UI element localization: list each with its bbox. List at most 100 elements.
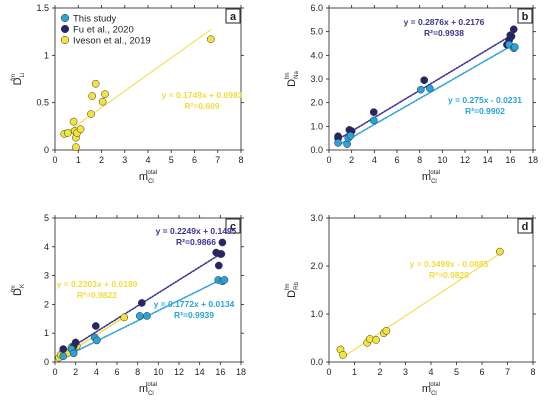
data-point-fu xyxy=(214,261,223,270)
fit-equation: y = 0.2876x + 0.2176 xyxy=(404,17,485,27)
x-tick-label: 1 xyxy=(352,367,357,377)
x-tick-label: 6 xyxy=(114,367,119,377)
data-point-fu xyxy=(71,338,80,347)
x-tick-label: 2 xyxy=(99,155,104,165)
fit-equation: y = 0.1749x + 0.0983 xyxy=(162,90,243,100)
x-tick-label: 8 xyxy=(135,367,140,377)
x-tick-label: 6 xyxy=(479,367,484,377)
x-tick-label: 0 xyxy=(326,155,331,165)
panel-b: 0 2 4 6 8 10 12 14 16 18 0.0 1.0 2.0 3.0 4.0 5.0 6.0 mClt… xyxy=(285,3,538,185)
data-point-iveson xyxy=(365,335,374,343)
x-axis-label: mCltotal xyxy=(139,382,157,397)
fit-r2: R²=0.9866 xyxy=(176,237,216,247)
data-point-iveson xyxy=(382,326,391,335)
panel-letter: d xyxy=(522,221,529,233)
fit-equation: y = 0.2249x + 0.1495 xyxy=(156,226,237,236)
data-point-iveson xyxy=(98,97,107,106)
x-tick-label: 4 xyxy=(145,155,150,165)
data-point-iveson xyxy=(206,35,215,44)
x-tick-label: 18 xyxy=(236,367,246,377)
x-tick-label: 12 xyxy=(460,155,470,165)
data-point-this_study xyxy=(369,116,378,125)
data-point-iveson xyxy=(120,313,129,322)
x-tick-label: 14 xyxy=(483,155,493,165)
panel-letter: b xyxy=(522,11,529,23)
legend-marker-this_study xyxy=(60,13,70,23)
data-point-iveson xyxy=(87,110,95,118)
x-tick-label: 16 xyxy=(215,367,225,377)
data-point-iveson xyxy=(101,90,109,98)
y-tick-label: 2.0 xyxy=(310,261,323,271)
x-tick-label: 0 xyxy=(52,155,57,165)
x-tick-label: 8 xyxy=(417,155,422,165)
x-tick-label: 4 xyxy=(372,155,377,165)
y-tick-label: 1 xyxy=(44,50,49,60)
data-point-this_study xyxy=(220,276,229,284)
y-axis-label-text: DLifm xyxy=(11,73,26,86)
y-tick-label: 5.0 xyxy=(310,27,323,37)
x-tick-label: 2 xyxy=(73,367,78,377)
y-tick-label: 0 xyxy=(44,357,49,367)
data-point-this_study xyxy=(135,312,144,320)
y-tick-label: 5 xyxy=(44,213,49,223)
data-point-iveson xyxy=(72,143,80,152)
y-tick-label: 1 xyxy=(44,328,49,338)
x-tick-label: 7 xyxy=(505,367,510,377)
data-point-fu xyxy=(420,76,429,85)
fit-r2: R²=0.9829 xyxy=(429,270,469,280)
x-axis-label: mCltotal xyxy=(139,170,157,185)
data-point-iveson xyxy=(69,117,78,126)
data-point-fu xyxy=(137,299,146,307)
data-point-this_study xyxy=(426,84,434,93)
x-tick-label: 8 xyxy=(238,155,243,165)
x-tick-label: 14 xyxy=(195,367,205,377)
y-axis-label-text: DNafm xyxy=(285,71,300,87)
x-axis-label: mCltotal xyxy=(422,382,440,397)
legend-marker-fu xyxy=(60,24,70,34)
y-tick-label: 2.0 xyxy=(310,98,323,108)
x-tick-label: 4 xyxy=(428,367,433,377)
legend-label-this_study: This study xyxy=(73,14,117,25)
fit-r2: R²=0.9938 xyxy=(424,28,464,38)
data-point-fu xyxy=(91,322,100,330)
y-tick-label: 3 xyxy=(44,271,49,281)
x-tick-label: 16 xyxy=(505,155,515,165)
data-point-fu xyxy=(59,345,68,353)
data-point-iveson xyxy=(496,247,504,256)
y-tick-label: 2 xyxy=(44,299,49,309)
fit-r2: R²=0.609 xyxy=(184,101,219,111)
y-tick-label: 0.0 xyxy=(310,145,323,155)
legend-label-fu: Fu et al., 2020 xyxy=(73,25,134,36)
y-tick-label: 3.0 xyxy=(310,74,323,84)
legend-label-iveson: Iveson et al., 2019 xyxy=(73,36,151,47)
x-tick-label: 2 xyxy=(349,155,354,165)
data-point-iveson xyxy=(76,125,85,134)
data-point-this_study xyxy=(59,352,68,361)
x-tick-label: 10 xyxy=(153,367,163,377)
data-point-fu xyxy=(509,25,518,34)
data-point-this_study xyxy=(69,349,78,358)
panel-a: 0 1 2 3 4 5 6 7 8 0 0.5 1 1.5 mCltotal DLifm a y = 0.174… xyxy=(11,3,244,185)
y-tick-label: 0.5 xyxy=(36,98,49,108)
fit-r2: R²=0.9939 xyxy=(174,310,214,320)
fit-line-fu xyxy=(337,33,515,141)
y-axis-label: DRbfm xyxy=(285,282,300,298)
y-tick-label: 6.0 xyxy=(310,3,323,13)
x-tick-label: 10 xyxy=(437,155,447,165)
fit-equation: y = 0.275x - 0.0231 xyxy=(448,95,522,105)
fit-r2: R²=0.9822 xyxy=(77,290,117,300)
data-point-iveson xyxy=(372,336,381,344)
x-tick-label: 18 xyxy=(528,155,538,165)
y-axis-label-text: DKfm xyxy=(11,284,26,296)
plot-frame xyxy=(54,217,242,363)
x-tick-label: 0 xyxy=(52,367,57,377)
x-tick-label: 8 xyxy=(530,367,535,377)
y-tick-label: 3.0 xyxy=(310,213,323,223)
x-tick-label: 4 xyxy=(94,367,99,377)
y-tick-label: 1.0 xyxy=(310,309,323,319)
legend-marker-iveson xyxy=(60,35,70,45)
data-point-this_study xyxy=(346,131,355,140)
y-axis-label: DKfm xyxy=(11,284,26,296)
